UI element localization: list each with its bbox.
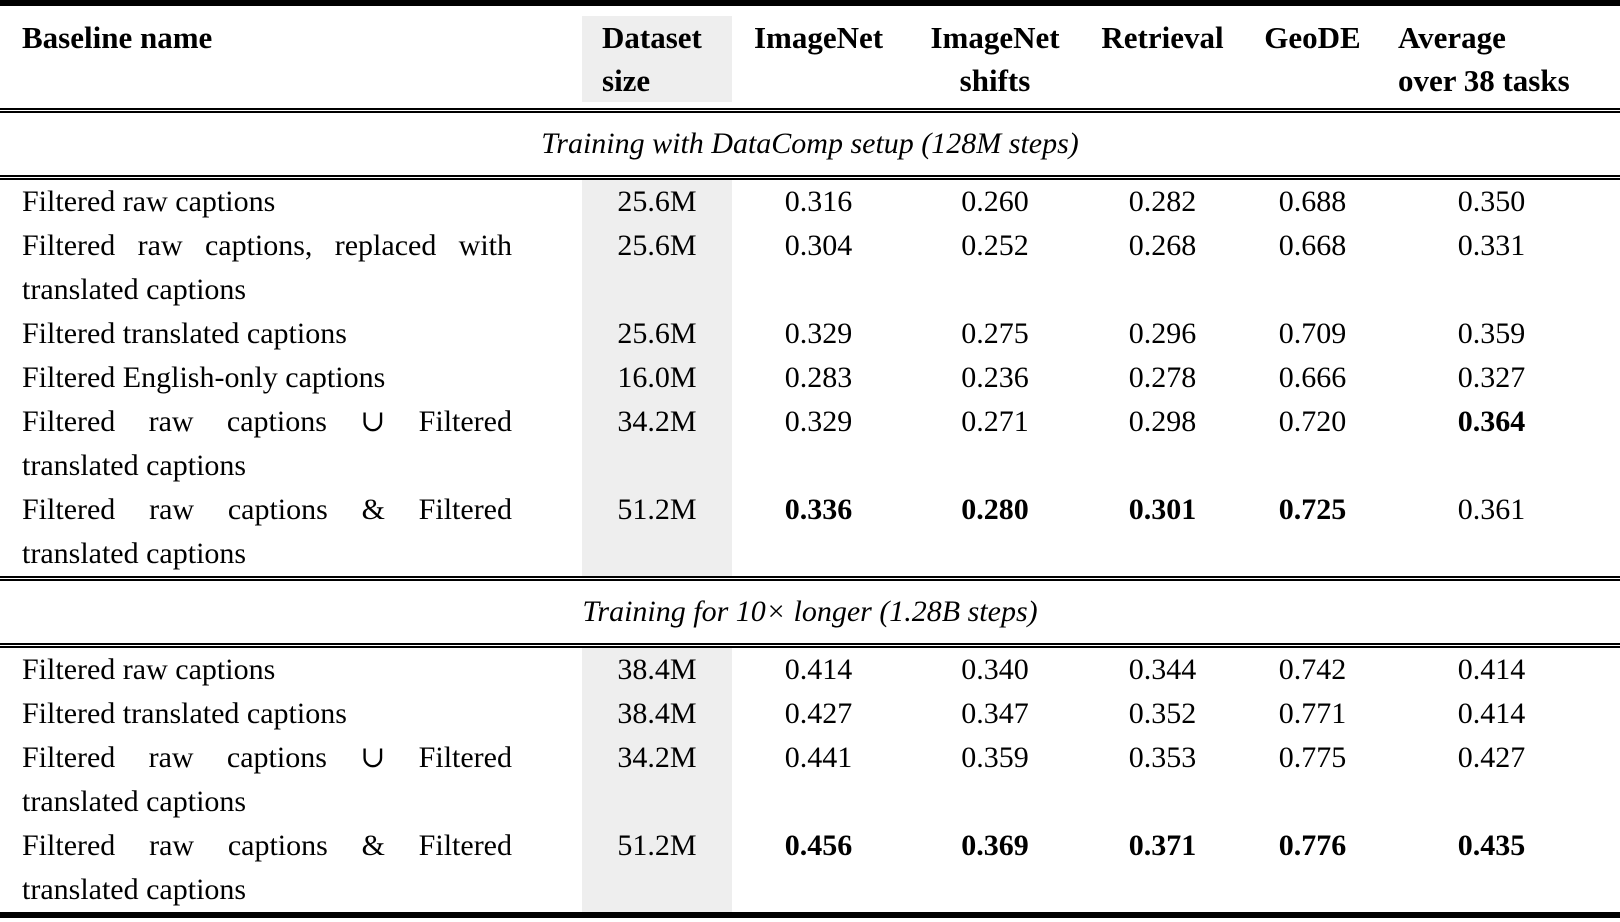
metric-cell: 0.776 bbox=[1278, 829, 1347, 862]
section-title: Training for 10× longer (1.28B steps) bbox=[582, 595, 1038, 628]
section-rule bbox=[0, 175, 1620, 180]
dataset-size-cell: 51.2M bbox=[582, 824, 732, 912]
metric-cell: 0.441 bbox=[784, 741, 853, 774]
dataset-size-cell: 25.6M bbox=[582, 180, 732, 224]
metric-cell: 0.304 bbox=[784, 229, 853, 262]
metric-cell: 0.414 bbox=[784, 653, 853, 686]
metric-cell: 0.278 bbox=[1128, 361, 1197, 394]
table-row: Filtered raw captions 25.6M 0.316 0.260 0.28… bbox=[0, 180, 1620, 224]
metric-cell: 0.456 bbox=[784, 829, 853, 862]
col-header-average-38-tasks: Average over 38 tasks bbox=[1398, 20, 1570, 98]
col-header-geode: GeoDE bbox=[1264, 20, 1361, 55]
col-header-dataset-size: Dataset size bbox=[582, 16, 732, 102]
baseline-name-cell: Filtered translated captions bbox=[22, 317, 347, 350]
baseline-name-cell: Filtered raw captions & Filtered transla… bbox=[22, 829, 512, 906]
dataset-size-cell: 51.2M bbox=[582, 488, 732, 576]
metric-cell: 0.296 bbox=[1128, 317, 1197, 350]
metric-cell: 0.353 bbox=[1128, 741, 1197, 774]
metric-cell: 0.414 bbox=[1457, 653, 1526, 686]
metric-cell: 0.271 bbox=[961, 405, 1029, 438]
metric-cell: 0.775 bbox=[1278, 741, 1347, 774]
table-row: Filtered English-only captions 16.0M 0.283… bbox=[0, 356, 1620, 400]
bottom-rule bbox=[0, 912, 1620, 918]
metric-cell: 0.329 bbox=[784, 317, 853, 350]
metric-cell: 0.298 bbox=[1128, 405, 1197, 438]
metric-cell: 0.344 bbox=[1128, 653, 1197, 686]
metric-cell: 0.435 bbox=[1457, 829, 1526, 862]
dataset-size-cell: 38.4M bbox=[582, 692, 732, 736]
metric-cell: 0.369 bbox=[961, 829, 1029, 862]
metric-cell: 0.350 bbox=[1457, 185, 1526, 218]
dataset-size-cell: 38.4M bbox=[582, 648, 732, 692]
table-row: Filtered translated captions 38.4M 0.427 0.… bbox=[0, 692, 1620, 736]
metric-cell: 0.236 bbox=[961, 361, 1029, 394]
table-row: Filtered raw captions ∪ Filtered transla… bbox=[0, 400, 1620, 488]
metric-cell: 0.427 bbox=[1457, 741, 1526, 774]
dataset-size-cell: 16.0M bbox=[582, 356, 732, 400]
table-row: Filtered raw captions ∪ Filtered transla… bbox=[0, 736, 1620, 824]
col-header-retrieval: Retrieval bbox=[1101, 20, 1224, 55]
metric-cell: 0.361 bbox=[1457, 493, 1526, 526]
metric-cell: 0.340 bbox=[961, 653, 1029, 686]
metric-cell: 0.688 bbox=[1278, 185, 1347, 218]
metric-cell: 0.364 bbox=[1457, 405, 1526, 438]
metric-cell: 0.720 bbox=[1278, 405, 1347, 438]
dataset-size-cell: 34.2M bbox=[582, 736, 732, 824]
baseline-name-cell: Filtered English-only captions bbox=[22, 361, 386, 394]
baseline-name-cell: Filtered raw captions & Filtered transla… bbox=[22, 493, 512, 570]
baseline-name-cell: Filtered raw captions ∪ Filtered transla… bbox=[22, 741, 512, 818]
metric-cell: 0.371 bbox=[1128, 829, 1197, 862]
metric-cell: 0.331 bbox=[1457, 229, 1526, 262]
baseline-name-cell: Filtered raw captions bbox=[22, 653, 276, 686]
section-rule bbox=[0, 643, 1620, 648]
table-row: Filtered raw captions 38.4M 0.414 0.340 0.34… bbox=[0, 648, 1620, 692]
metric-cell: 0.283 bbox=[784, 361, 853, 394]
metric-cell: 0.352 bbox=[1128, 697, 1197, 730]
dataset-size-cell: 25.6M bbox=[582, 224, 732, 312]
baseline-name-cell: Filtered translated captions bbox=[22, 697, 347, 730]
section-rule bbox=[0, 108, 1620, 113]
metric-cell: 0.316 bbox=[784, 185, 853, 218]
metric-cell: 0.359 bbox=[961, 741, 1029, 774]
metric-cell: 0.347 bbox=[961, 697, 1029, 730]
dataset-size-cell: 34.2M bbox=[582, 400, 732, 488]
metric-cell: 0.282 bbox=[1128, 185, 1197, 218]
metric-cell: 0.414 bbox=[1457, 697, 1526, 730]
metric-cell: 0.268 bbox=[1128, 229, 1197, 262]
metric-cell: 0.668 bbox=[1278, 229, 1347, 262]
table-row: Filtered raw captions, replaced with tra… bbox=[0, 224, 1620, 312]
metric-cell: 0.280 bbox=[961, 493, 1029, 526]
top-rule bbox=[0, 0, 1620, 6]
baseline-name-cell: Filtered raw captions bbox=[22, 185, 276, 218]
table-sections: Training with DataComp setup (128M steps… bbox=[0, 108, 1620, 912]
metric-cell: 0.329 bbox=[784, 405, 853, 438]
metric-cell: 0.260 bbox=[961, 185, 1029, 218]
col-header-baseline-name: Baseline name bbox=[22, 20, 213, 55]
baseline-name-cell: Filtered raw captions, replaced with tra… bbox=[22, 229, 512, 306]
section-title: Training with DataComp setup (128M steps… bbox=[541, 127, 1079, 160]
metric-cell: 0.666 bbox=[1278, 361, 1347, 394]
metric-cell: 0.327 bbox=[1457, 361, 1526, 394]
metric-cell: 0.301 bbox=[1128, 493, 1197, 526]
table-row: Filtered raw captions & Filtered transla… bbox=[0, 488, 1620, 576]
dataset-size-cell: 25.6M bbox=[582, 312, 732, 356]
section-rule bbox=[0, 576, 1620, 581]
baseline-name-cell: Filtered raw captions ∪ Filtered transla… bbox=[22, 405, 512, 482]
col-header-imagenet-shifts: ImageNet shifts bbox=[930, 20, 1060, 98]
metric-cell: 0.771 bbox=[1278, 697, 1347, 730]
metric-cell: 0.742 bbox=[1278, 653, 1347, 686]
metric-cell: 0.427 bbox=[784, 697, 853, 730]
table-row: Filtered translated captions 25.6M 0.329 0.… bbox=[0, 312, 1620, 356]
header-row: Baseline name Dataset size ImageNet Imag… bbox=[0, 6, 1620, 108]
col-header-imagenet: ImageNet bbox=[753, 20, 884, 55]
metric-cell: 0.275 bbox=[961, 317, 1029, 350]
metric-cell: 0.725 bbox=[1278, 493, 1347, 526]
metric-cell: 0.252 bbox=[961, 229, 1029, 262]
table-row: Filtered raw captions & Filtered transla… bbox=[0, 824, 1620, 912]
metric-cell: 0.336 bbox=[784, 493, 853, 526]
metric-cell: 0.359 bbox=[1457, 317, 1526, 350]
metric-cell: 0.709 bbox=[1278, 317, 1347, 350]
